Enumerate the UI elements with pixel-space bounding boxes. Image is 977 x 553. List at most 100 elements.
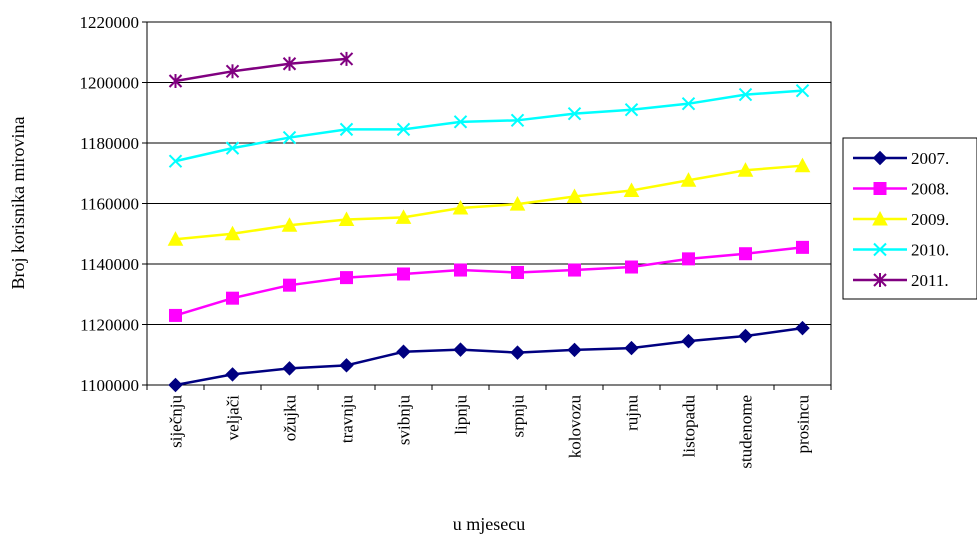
series-2011 — [168, 51, 354, 88]
data-point — [339, 51, 354, 66]
x-tick-label: lipnju — [452, 395, 471, 435]
y-tick-label: 1180000 — [80, 134, 139, 153]
data-point — [225, 367, 240, 382]
data-point — [681, 96, 696, 111]
data-point — [224, 225, 241, 241]
data-point — [282, 130, 297, 145]
x-axis-ticks: siječnju veljači ožujku travnju svibnju lipnj… — [146, 385, 832, 469]
data-point — [167, 231, 184, 246]
data-point — [737, 162, 754, 177]
series-2009 — [167, 157, 811, 246]
data-point — [624, 103, 639, 117]
data-point — [510, 113, 525, 128]
data-point — [453, 342, 468, 357]
data-point — [396, 122, 411, 137]
series-group — [167, 51, 811, 393]
x-tick-label: ožujku — [281, 395, 300, 442]
data-point — [168, 154, 183, 168]
data-point — [795, 83, 810, 98]
legend-entry: 2009. — [853, 210, 949, 229]
data-point — [340, 271, 353, 285]
data-point — [509, 196, 526, 211]
y-tick-label: 1160000 — [80, 195, 139, 214]
y-axis-title: Broj korisnika mirovina — [8, 117, 28, 290]
y-tick-label: 1120000 — [80, 316, 139, 335]
x-tick-label: siječnju — [167, 395, 186, 448]
data-point — [397, 267, 410, 281]
data-point — [680, 172, 697, 187]
data-point — [453, 115, 468, 129]
x-tick-label: kolovozu — [566, 395, 585, 459]
data-point — [281, 217, 298, 232]
x-tick-label: srpnju — [509, 395, 528, 438]
legend-entry: 2011. — [853, 271, 949, 290]
y-tick-label: 1220000 — [80, 13, 140, 32]
data-point — [396, 344, 411, 359]
legend-entry: 2007. — [853, 149, 949, 168]
series-2007 — [168, 320, 810, 393]
data-point — [395, 209, 412, 224]
series-line — [175, 246, 803, 317]
legend-entry: 2010. — [853, 241, 949, 260]
x-tick-label: listopadu — [680, 395, 699, 458]
gridlines — [147, 82, 831, 325]
series-line — [175, 164, 803, 241]
data-point — [339, 358, 354, 373]
data-point — [338, 211, 355, 227]
data-point — [739, 247, 752, 261]
x-tick-label: studenome — [737, 395, 756, 469]
x-axis-title: u mjesecu — [453, 514, 525, 534]
legend-entry: 2008. — [853, 180, 949, 199]
data-point — [567, 106, 582, 121]
data-point — [738, 87, 753, 102]
y-tick-label: 1200000 — [80, 74, 140, 93]
series-line — [175, 89, 803, 163]
data-point — [566, 188, 583, 204]
legend-label: 2009. — [911, 210, 949, 229]
series-line — [175, 326, 803, 387]
data-point — [454, 263, 467, 277]
data-point — [282, 361, 297, 376]
legend-label: 2007. — [911, 149, 949, 168]
data-point — [625, 260, 638, 274]
data-point — [682, 252, 695, 266]
legend: 2007. 2008. 2009. 2010. 2011. — [842, 137, 977, 300]
series-2010 — [168, 83, 810, 168]
legend-marker — [873, 182, 887, 195]
x-tick-label: rujnu — [623, 395, 642, 431]
data-point — [282, 56, 297, 71]
data-point — [510, 345, 525, 360]
x-tick-label: svibnju — [395, 395, 414, 446]
data-point — [168, 73, 183, 88]
data-point — [794, 157, 811, 173]
x-tick-label: travnju — [338, 395, 357, 444]
x-tick-label: prosincu — [794, 395, 813, 454]
data-point — [511, 265, 524, 279]
data-point — [795, 320, 810, 336]
data-point — [624, 340, 639, 356]
legend-label: 2008. — [911, 180, 949, 199]
legend-marker — [872, 150, 888, 166]
data-point — [796, 240, 809, 254]
series-2008 — [169, 240, 809, 322]
legend-marker — [872, 210, 888, 226]
data-point — [568, 263, 581, 277]
x-tick-label: veljači — [224, 395, 243, 441]
data-point — [169, 308, 182, 322]
data-point — [452, 199, 469, 215]
legend-label: 2011. — [911, 271, 949, 290]
data-point — [283, 278, 296, 292]
data-point — [225, 64, 240, 79]
legend-marker — [873, 242, 887, 257]
data-point — [168, 377, 183, 393]
series-line — [175, 57, 347, 83]
y-tick-label: 1140000 — [80, 255, 139, 274]
y-tick-label: 1100000 — [80, 376, 139, 395]
y-axis-ticks: 1100000 1120000 1140000 1160000 1180000 12000… — [80, 13, 147, 395]
data-point — [738, 328, 753, 344]
legend-marker — [873, 273, 887, 287]
data-point — [226, 291, 239, 305]
data-point — [339, 122, 354, 137]
